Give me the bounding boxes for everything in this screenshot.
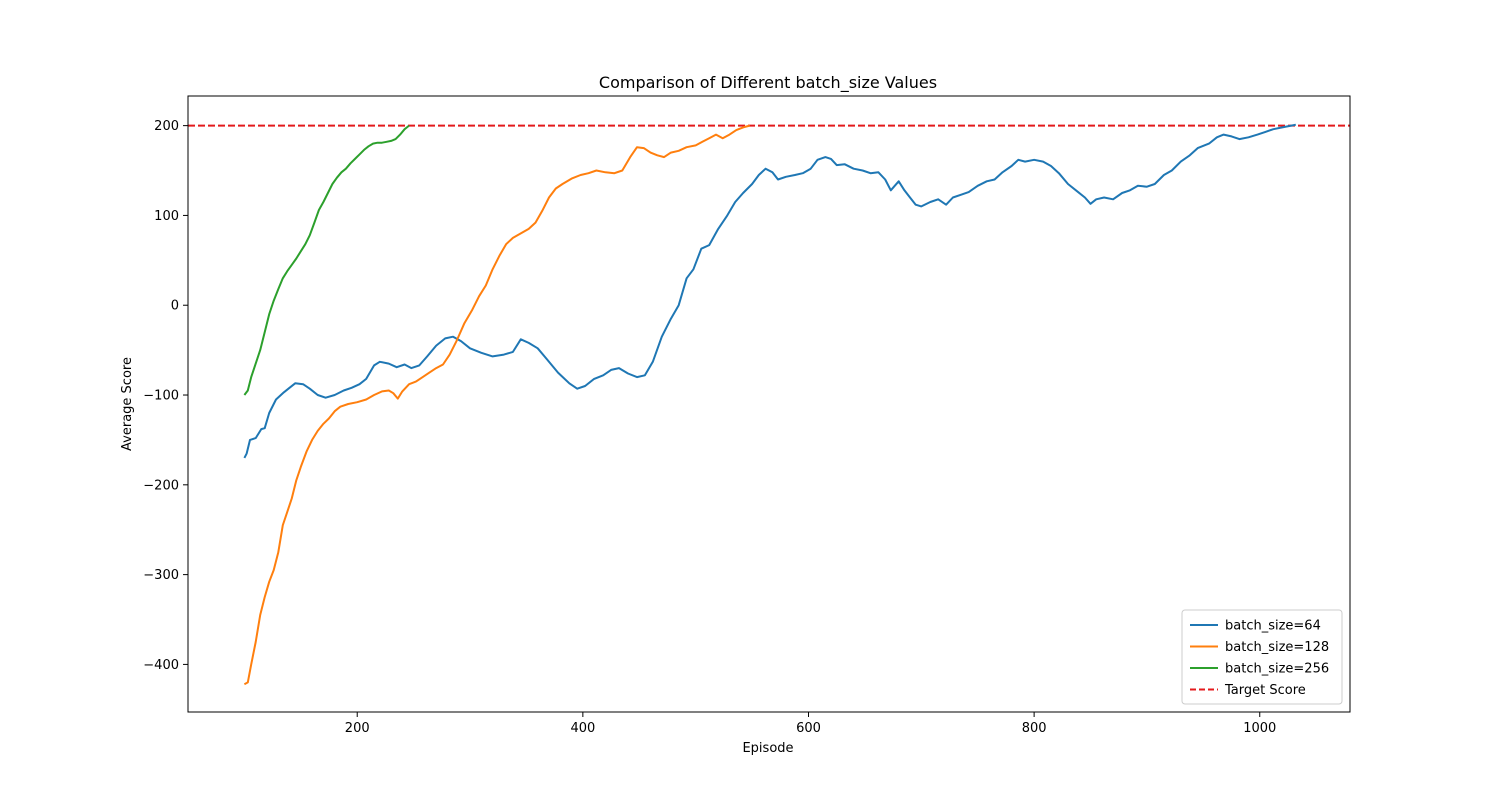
x-tick-label: 200 <box>345 721 370 736</box>
legend-label-1: batch_size=128 <box>1225 640 1329 655</box>
y-tick-label: 200 <box>154 119 179 134</box>
legend-label-2: batch_size=256 <box>1225 662 1329 677</box>
x-axis-label: Episode <box>742 741 793 756</box>
y-tick-label: −100 <box>143 389 179 404</box>
y-tick-label: 100 <box>154 209 179 224</box>
axes: 200 400 600 800 1000 −400 −300 −200 −100 0 100 200 <box>143 95 1351 736</box>
plot-lines <box>188 123 1350 686</box>
legend-label-0: batch_size=64 <box>1225 619 1321 634</box>
y-tick-label: −400 <box>143 658 179 673</box>
x-tick-label: 1000 <box>1243 721 1276 736</box>
y-axis-label: Average Score <box>120 357 135 451</box>
axes-frame <box>187 95 1351 713</box>
y-tick-label: 0 <box>171 299 179 314</box>
y-tick-label: −300 <box>143 568 179 583</box>
y-tick-label: −200 <box>143 478 179 493</box>
legend: batch_size=64 batch_size=128 batch_size=25… <box>1181 609 1343 705</box>
legend-label-3: Target Score <box>1224 683 1306 698</box>
x-tick-label: 600 <box>796 721 821 736</box>
x-tick-label: 400 <box>570 721 595 736</box>
series-line-2 <box>243 124 410 396</box>
plot-area <box>188 123 1350 686</box>
chart-title: Comparison of Different batch_size Value… <box>599 73 937 93</box>
legend-box <box>1181 609 1343 705</box>
x-tick-label: 800 <box>1022 721 1047 736</box>
series-line-1 <box>243 124 751 686</box>
series-line-0 <box>243 123 1296 459</box>
